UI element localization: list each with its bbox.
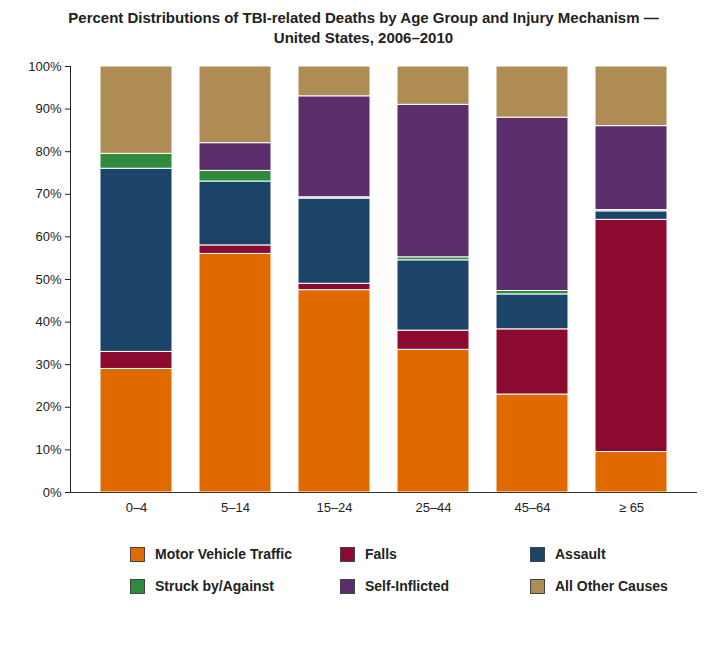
svg-text:25–44: 25–44 — [415, 500, 451, 515]
html-text:Motor Vehicle Traffic: Motor Vehicle Traffic — [155, 546, 292, 562]
svg-text:0–4: 0–4 — [126, 500, 148, 515]
svg-text:15–24: 15–24 — [316, 500, 352, 515]
svg-text:0%: 0% — [43, 485, 62, 500]
html-text:All Other Causes: All Other Causes — [555, 578, 668, 594]
html-text:Percent Distributions of TBI-r: Percent Distributions of TBI-related Dea… — [68, 9, 659, 46]
svg-text:10%: 10% — [35, 442, 61, 457]
svg-text:≥ 65: ≥ 65 — [619, 500, 644, 515]
svg-text:20%: 20% — [35, 399, 61, 414]
html-text:Struck by/Against: Struck by/Against — [155, 578, 274, 594]
svg-text:30%: 30% — [35, 357, 61, 372]
svg-text:70%: 70% — [35, 186, 61, 201]
svg-text:45–64: 45–64 — [514, 500, 550, 515]
svg-text:5–14: 5–14 — [221, 500, 250, 515]
svg-text:80%: 80% — [35, 144, 61, 159]
svg-text:100%: 100% — [28, 59, 62, 74]
html-text:Assault: Assault — [555, 546, 606, 562]
svg-text:40%: 40% — [35, 314, 61, 329]
html-text:Falls: Falls — [365, 546, 397, 562]
html-text:Self-Inflicted: Self-Inflicted — [365, 578, 449, 594]
svg-text:50%: 50% — [35, 272, 61, 287]
svg-text:60%: 60% — [35, 229, 61, 244]
svg-text:90%: 90% — [35, 101, 61, 116]
